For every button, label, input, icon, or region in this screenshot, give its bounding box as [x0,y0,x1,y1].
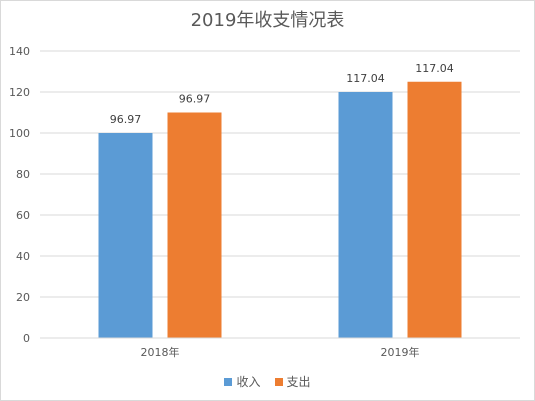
data-label: 96.97 [179,93,211,106]
y-tick-label: 100 [9,127,30,140]
y-tick-label: 140 [9,45,30,58]
bar [167,112,222,338]
legend-swatch-income [224,377,233,386]
data-label: 117.04 [415,62,454,75]
legend-item-expense: 支出 [274,373,311,390]
x-tick-label: 2019年 [381,345,420,359]
legend-label-income: 收入 [236,375,261,389]
legend: 收入 支出 [0,373,535,390]
bar [407,81,462,338]
y-tick-label: 120 [9,86,30,99]
chart-title: 2019年收支情况表 [190,10,345,31]
bar [338,92,393,338]
y-tick-label: 0 [23,332,30,345]
legend-label-expense: 支出 [286,375,311,389]
data-label: 117.04 [346,72,385,85]
legend-item-income: 收入 [224,373,261,390]
y-tick-label: 20 [16,291,30,304]
legend-swatch-expense [274,377,283,386]
y-tick-label: 80 [16,168,30,181]
x-tick-label: 2018年 [141,345,180,359]
y-tick-label: 60 [16,209,30,222]
data-label: 96.97 [110,113,142,126]
y-tick-label: 40 [16,250,30,263]
bar [98,133,153,338]
